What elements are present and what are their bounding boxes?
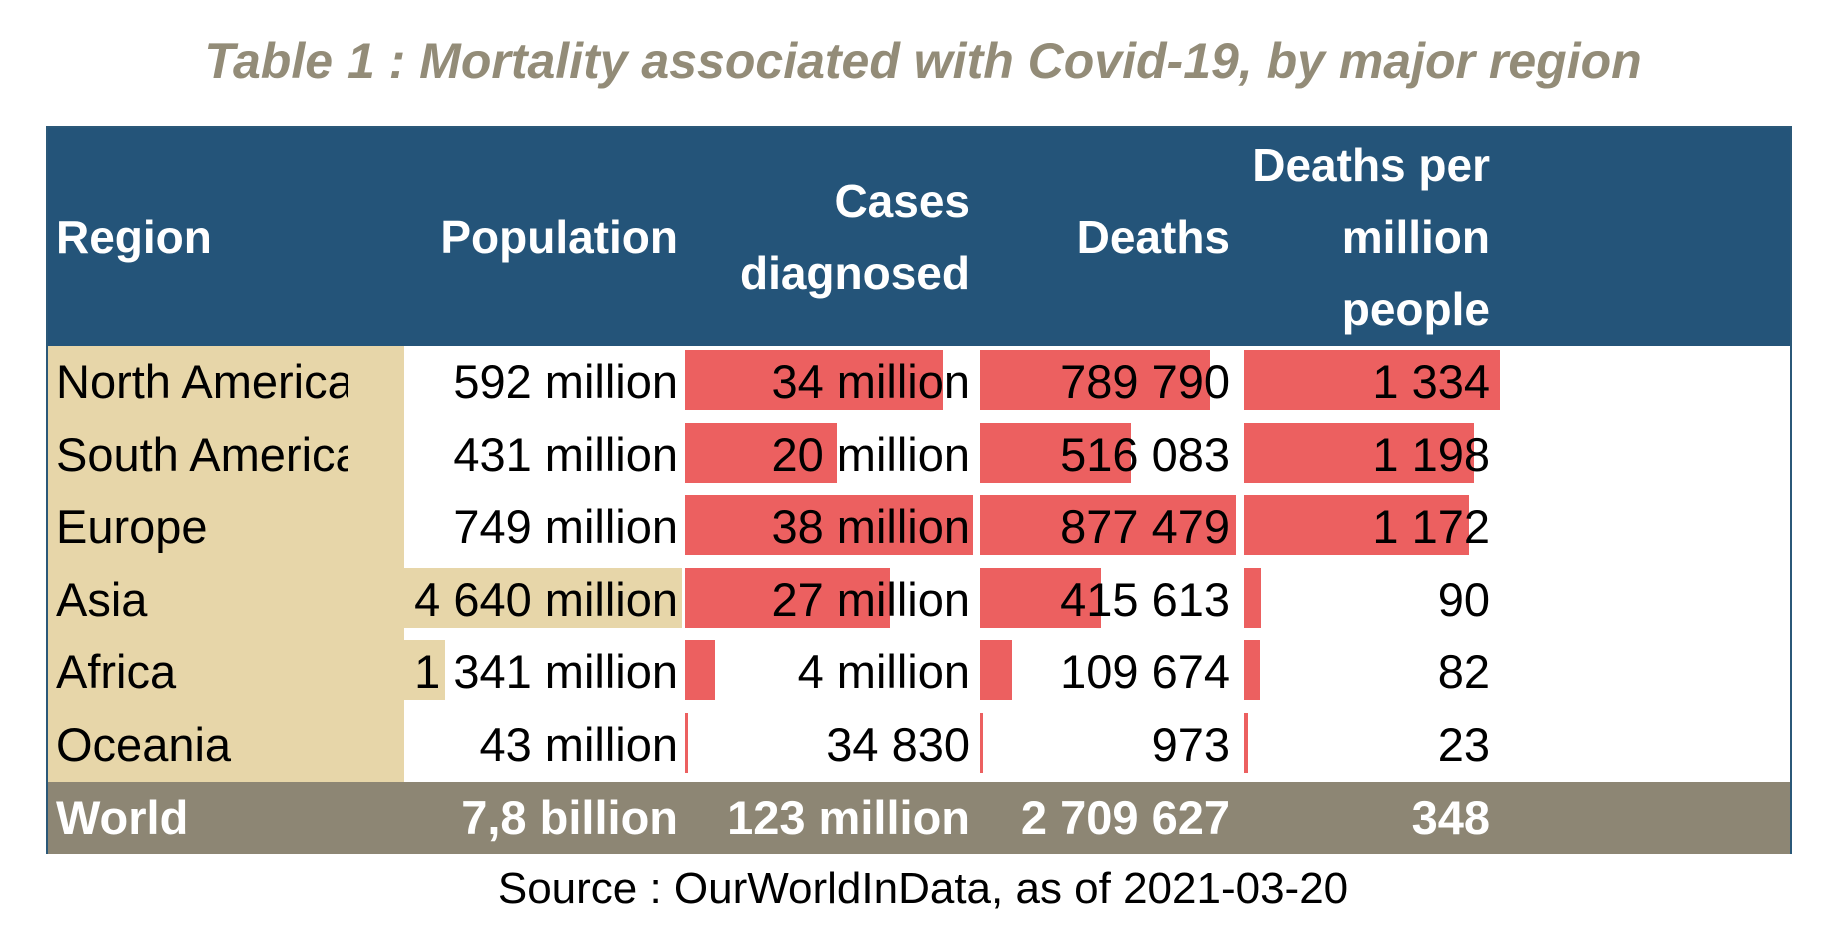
- table-title: Table 1 : Mortality associated with Covi…: [204, 33, 1642, 89]
- cell-per-million: 23: [1437, 717, 1490, 771]
- data-bar-per-million: [1244, 495, 1469, 555]
- header-per-million-line: million: [1341, 211, 1490, 263]
- header-region: Region: [56, 128, 396, 346]
- header-deaths: Deaths: [978, 128, 1230, 346]
- data-bar-per-million: [1244, 712, 1249, 773]
- data-bar-population: [348, 350, 391, 410]
- data-bar-cases: [685, 495, 973, 555]
- data-bar-population: [348, 422, 380, 483]
- header-deaths-line: Deaths: [1076, 211, 1230, 263]
- cell-region: Oceania: [56, 717, 232, 771]
- header-cases-line: Cases: [834, 175, 970, 227]
- cell-per-million: 82: [1437, 645, 1490, 698]
- cell-region: Europe: [56, 500, 208, 553]
- total-population: 7,8 billion: [461, 791, 678, 844]
- data-bar-cases: [685, 422, 837, 483]
- source-note: Source : OurWorldInData, as of 2021-03-2…: [497, 864, 1349, 913]
- data-bar-population: [348, 567, 682, 628]
- data-bar-per-million: [1244, 640, 1260, 700]
- header-population: Population: [344, 128, 678, 346]
- data-bar-cases: [685, 712, 688, 773]
- header-cases: Cases diagnosed: [684, 128, 970, 346]
- data-bar-population: [348, 495, 402, 555]
- data-bar-deaths: [980, 422, 1131, 483]
- region-column-background: [48, 346, 404, 782]
- total-per-million: 348: [1411, 791, 1490, 844]
- table-header: Region Population Cases diagnosed Deaths Deat…: [48, 128, 1790, 346]
- data-bar-per-million: [1244, 350, 1500, 410]
- header-population-line: Population: [440, 211, 678, 263]
- total-cases: 123 million: [727, 791, 970, 844]
- cell-cases: 20 million: [771, 427, 970, 481]
- cell-per-million: 1 198: [1372, 427, 1490, 481]
- cell-region: North America: [56, 355, 354, 408]
- cell-region: South America: [56, 427, 362, 481]
- cell-deaths: 109 674: [1060, 645, 1230, 698]
- cell-population: 431 million: [453, 427, 678, 481]
- data-bar-deaths: [980, 640, 1012, 700]
- data-bar-deaths: [980, 350, 1211, 410]
- header-region-line: Region: [56, 211, 212, 263]
- total-deaths: 2 709 627: [1020, 791, 1230, 844]
- covid-mortality-table: Region Population Cases diagnosed Deaths Deat…: [46, 126, 1792, 854]
- cell-deaths: 415 613: [1060, 572, 1230, 626]
- cell-population: 592 million: [453, 355, 678, 408]
- cell-population: 749 million: [453, 500, 678, 553]
- header-per-million-line: people: [1341, 283, 1490, 335]
- header-per-million-line: Deaths per: [1252, 139, 1490, 191]
- table-row: North America 592 million 34 million 789 79…: [48, 346, 1790, 418]
- data-bar-per-million: [1244, 422, 1474, 483]
- cell-cases: 4 million: [797, 645, 970, 698]
- table-row: Africa 1 341 million 4 million 109 674 82: [48, 636, 1790, 708]
- cell-region: Africa: [56, 645, 177, 698]
- cell-cases: 34 830: [826, 717, 970, 771]
- cell-deaths: 973: [1151, 717, 1230, 771]
- data-bar-cases: [685, 640, 716, 700]
- table-row: Oceania 43 million 34 830 973 23: [48, 709, 1790, 781]
- data-bar-cases: [685, 350, 943, 410]
- header-cases-line: diagnosed: [739, 247, 970, 299]
- cell-population: 4 640 million: [414, 572, 678, 626]
- cell-cases: 38 million: [771, 500, 970, 553]
- cell-cases: 27 million: [771, 572, 970, 626]
- world-total-row: World 7,8 billion 123 million 2 709 627 348: [48, 782, 1790, 854]
- table-row: Europe 749 million 38 million 877 479 1 172: [48, 491, 1790, 563]
- table-row: South America 431 million 20 million 516 08…: [48, 419, 1790, 491]
- data-bar-deaths: [980, 495, 1236, 555]
- table-row: Asia 4 640 million 27 million 415 613 90: [48, 564, 1790, 636]
- cell-deaths: 516 083: [1060, 427, 1230, 481]
- cell-population: 43 million: [479, 717, 678, 771]
- data-bar-per-million: [1244, 567, 1262, 628]
- cell-region: Asia: [56, 572, 148, 626]
- header-per-million: Deaths per million people: [1242, 128, 1490, 346]
- data-bar-population: [348, 712, 352, 773]
- cell-population: 1 341 million: [414, 645, 678, 698]
- cell-per-million: 90: [1437, 572, 1490, 626]
- data-bar-deaths: [980, 567, 1102, 628]
- data-bar-population: [348, 640, 445, 700]
- cell-per-million: 1 172: [1372, 500, 1490, 553]
- data-bar-deaths: [980, 712, 983, 773]
- cell-deaths: 789 790: [1060, 355, 1230, 408]
- cell-per-million: 1 334: [1372, 355, 1490, 408]
- cell-deaths: 877 479: [1060, 500, 1230, 553]
- cell-cases: 34 million: [771, 355, 970, 408]
- total-region: World: [56, 791, 189, 844]
- data-bar-cases: [685, 567, 890, 628]
